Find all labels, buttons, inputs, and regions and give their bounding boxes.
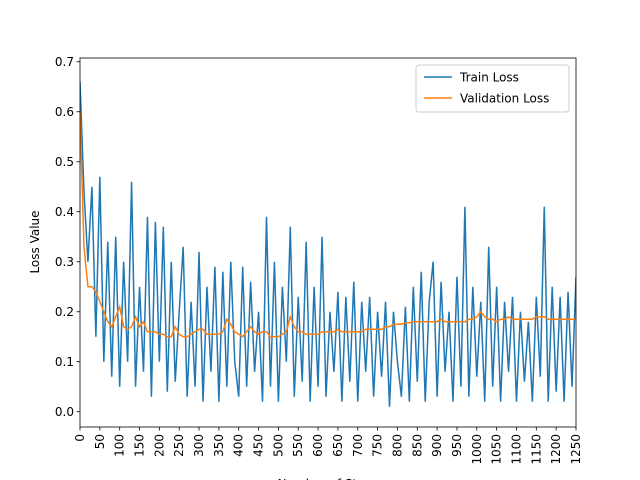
y-tick-label: 0.3	[55, 255, 74, 269]
x-tick-label: 650	[331, 434, 345, 457]
line-series	[80, 81, 576, 407]
x-tick-label: 450	[252, 434, 266, 457]
x-tick-label: 50	[93, 434, 107, 449]
y-tick-label: 0.4	[55, 205, 74, 219]
y-tick-label: 0.7	[55, 55, 74, 69]
y-tick-label: 0.0	[55, 405, 74, 419]
x-tick-label: 950	[450, 434, 464, 457]
x-tick-label: 100	[113, 434, 127, 457]
x-tick-label: 1200	[549, 434, 563, 465]
x-tick-label: 750	[371, 434, 385, 457]
x-tick-label: 1000	[470, 434, 484, 465]
x-tick-label: 1050	[490, 434, 504, 465]
x-tick-label: 800	[390, 434, 404, 457]
x-tick-label: 250	[172, 434, 186, 457]
legend-label: Validation Loss	[460, 92, 549, 106]
x-tick-label: 150	[133, 434, 147, 457]
x-axis-label: Number of Steps	[278, 477, 379, 480]
x-tick-label: 550	[291, 434, 305, 457]
x-tick-label: 300	[192, 434, 206, 457]
line-series	[80, 111, 576, 338]
x-tick-label: 350	[212, 434, 226, 457]
x-tick-label: 1250	[569, 434, 583, 465]
x-tick-label: 600	[311, 434, 325, 457]
x-tick-label: 400	[232, 434, 246, 457]
x-tick-label: 500	[271, 434, 285, 457]
y-tick-label: 0.6	[55, 105, 74, 119]
axes-frame	[79, 57, 577, 428]
y-axis-label: Loss Value	[28, 210, 42, 273]
y-tick-label: 0.1	[55, 355, 74, 369]
x-tick-label: 0	[73, 434, 87, 442]
legend-label: Train Loss	[459, 71, 519, 85]
x-tick-label: 700	[351, 434, 365, 457]
legend-box	[415, 64, 570, 113]
x-tick-label: 900	[430, 434, 444, 457]
x-tick-label: 200	[152, 434, 166, 457]
x-tick-label: 1100	[509, 434, 523, 465]
x-tick-label: 1150	[529, 434, 543, 465]
x-tick-label: 850	[410, 434, 424, 457]
y-tick-label: 0.5	[55, 155, 74, 169]
y-tick-label: 0.2	[55, 305, 74, 319]
